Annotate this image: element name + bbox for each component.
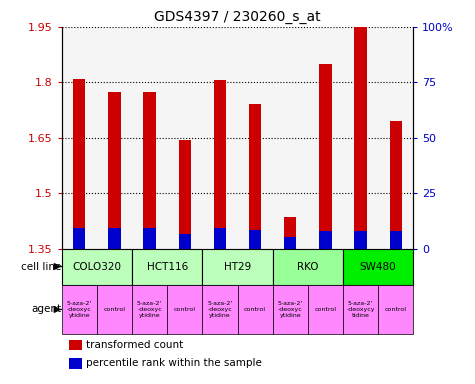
Bar: [143, 91, 156, 248]
Bar: [108, 228, 121, 248]
Bar: [319, 64, 332, 248]
Bar: [354, 25, 367, 248]
Bar: [97, 285, 132, 334]
Text: control: control: [174, 307, 196, 312]
Bar: [73, 79, 86, 248]
Bar: [143, 228, 156, 248]
Text: 5-aza-2'
-deoxyc
ytidine: 5-aza-2' -deoxyc ytidine: [66, 301, 92, 318]
Text: control: control: [314, 307, 336, 312]
Text: 5-aza-2'
-deoxycy
tidine: 5-aza-2' -deoxycy tidine: [346, 301, 375, 318]
Bar: [108, 91, 121, 248]
Text: SW480: SW480: [360, 262, 397, 271]
Bar: [390, 121, 402, 248]
Bar: [132, 248, 202, 285]
Text: percentile rank within the sample: percentile rank within the sample: [86, 358, 262, 368]
Text: 5-aza-2'
-deoxyc
ytidine: 5-aza-2' -deoxyc ytidine: [277, 301, 303, 318]
Bar: [354, 231, 367, 248]
Bar: [62, 285, 97, 334]
Bar: [273, 248, 343, 285]
Text: 5-aza-2'
-deoxyc
ytidine: 5-aza-2' -deoxyc ytidine: [207, 301, 233, 318]
Bar: [179, 139, 191, 248]
Text: control: control: [244, 307, 266, 312]
Text: control: control: [385, 307, 407, 312]
Bar: [343, 248, 413, 285]
Title: GDS4397 / 230260_s_at: GDS4397 / 230260_s_at: [154, 10, 321, 25]
Bar: [167, 285, 202, 334]
Text: agent: agent: [31, 305, 61, 314]
Bar: [390, 231, 402, 248]
Bar: [69, 358, 82, 369]
Bar: [378, 285, 413, 334]
Bar: [308, 285, 343, 334]
Bar: [214, 80, 226, 248]
Text: HT29: HT29: [224, 262, 251, 271]
Bar: [273, 285, 308, 334]
Text: transformed count: transformed count: [86, 340, 184, 350]
Bar: [343, 285, 378, 334]
Bar: [202, 248, 273, 285]
Text: RKO: RKO: [297, 262, 319, 271]
Bar: [238, 285, 273, 334]
Bar: [284, 217, 296, 248]
Bar: [132, 285, 167, 334]
Bar: [214, 228, 226, 248]
Bar: [69, 340, 82, 350]
Bar: [249, 230, 261, 248]
Text: control: control: [104, 307, 125, 312]
Bar: [249, 104, 261, 248]
Text: HCT116: HCT116: [147, 262, 188, 271]
Text: cell line: cell line: [21, 262, 61, 271]
Text: COLO320: COLO320: [72, 262, 122, 271]
Bar: [319, 231, 332, 248]
Bar: [73, 228, 86, 248]
Bar: [202, 285, 238, 334]
Bar: [179, 234, 191, 248]
Bar: [62, 248, 132, 285]
Bar: [284, 237, 296, 248]
Text: 5-aza-2'
-deoxyc
ytidine: 5-aza-2' -deoxyc ytidine: [137, 301, 162, 318]
